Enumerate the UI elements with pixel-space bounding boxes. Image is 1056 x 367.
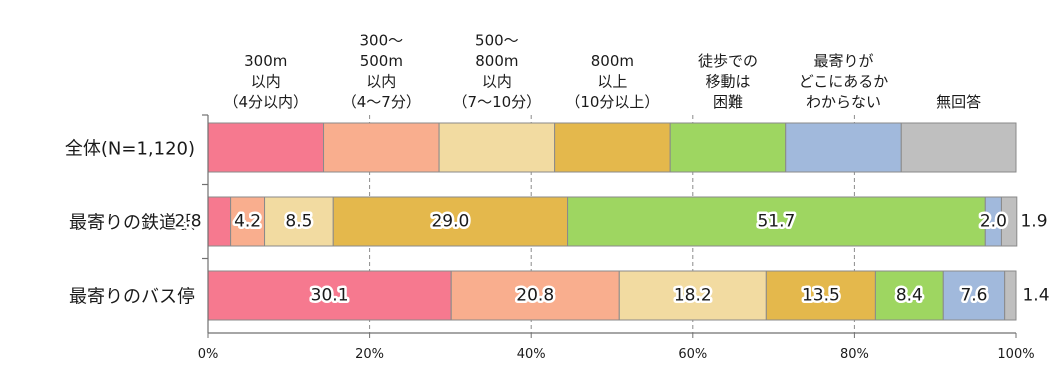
legend-item: 300m 以内 （4分以内） [223, 52, 308, 111]
bar-segment [264, 196, 334, 247]
data-label: 1.9 [1020, 212, 1047, 232]
data-label: 7.6 [960, 286, 987, 306]
legend-label: 困難 [713, 93, 743, 111]
bar-segment [942, 270, 1006, 321]
data-label: 30.1 [311, 286, 349, 306]
legend: 300m 以内 （4分以内） 300～ 500m 以内 （4～7分） 500～ 800m 以内 （7… [223, 32, 981, 112]
bar-segment [438, 122, 556, 173]
data-label: 2.0 [980, 212, 1007, 232]
x-tick-label: 40% [517, 347, 546, 362]
legend-label: 徒歩での [698, 52, 758, 70]
legend-label: 800m [475, 52, 518, 70]
legend-label: （4分以内） [223, 93, 308, 111]
legend-label: 500～ [475, 32, 519, 50]
legend-item: 800m 以上 （10分以上） [565, 52, 659, 111]
x-tick-label: 0% [198, 347, 219, 362]
legend-label: 無回答 [936, 93, 981, 111]
legend-label: （10分以上） [565, 93, 659, 111]
bar-segment [332, 196, 569, 247]
data-label: 2.8 [174, 212, 201, 232]
bar-segment [1000, 196, 1018, 247]
bar-segment [207, 196, 232, 247]
legend-label: （7～10分） [453, 93, 542, 111]
bar-segment [669, 122, 787, 173]
legend-item: 500～ 800m 以内 （7～10分） [453, 32, 542, 112]
data-label: 18.2 [674, 286, 712, 306]
data-label: 1.4 [1022, 286, 1049, 306]
legend-label: どこにあるか [799, 73, 889, 91]
legend-label: わからない [806, 93, 881, 111]
bar-segment [1004, 270, 1017, 321]
bar-segment [567, 196, 986, 247]
bar-segment [207, 270, 452, 321]
legend-label: 以内 [366, 73, 396, 91]
legend-label: 800m [591, 52, 634, 70]
bar-segment [874, 270, 944, 321]
bar-segment [618, 270, 767, 321]
legend-label: 移動は [705, 73, 750, 91]
bar-segment [765, 270, 876, 321]
legend-label: 500m [360, 52, 403, 70]
value-labels: 2.8 4.2 8.5 29.0 51.7 2.0 1.9 30.1 20.8 18.2 13.5 8… [172, 209, 1052, 308]
x-tick-label: 80% [840, 347, 869, 362]
data-label: 8.5 [285, 212, 312, 232]
legend-item: 300～ 500m 以内 （4～7分） [342, 32, 421, 112]
bar-segment [554, 122, 671, 173]
category-label: 最寄りのバス停 [69, 287, 195, 308]
data-label: 4.2 [234, 212, 261, 232]
legend-label: 300～ [359, 32, 403, 50]
category-label: 全体(N=1,120) [65, 139, 195, 160]
bar-segment [323, 122, 440, 173]
legend-label: 300m [244, 52, 287, 70]
legend-label: 以内 [482, 73, 512, 91]
legend-item: 無回答 [936, 93, 981, 111]
data-label: 29.0 [431, 212, 469, 232]
x-tick-label: 20% [355, 347, 384, 362]
legend-label: 以上 [597, 73, 627, 91]
legend-label: 最寄りが [813, 52, 873, 70]
data-label: 8.4 [896, 286, 923, 306]
data-label: 20.8 [516, 286, 554, 306]
bars [207, 122, 1018, 321]
x-axis: 0% 20% 40% 60% 80% 100% [198, 114, 1035, 362]
legend-label: （4～7分） [342, 93, 421, 111]
legend-label: 以内 [251, 73, 281, 91]
x-tick-label: 60% [678, 347, 707, 362]
bar-segment [230, 196, 266, 247]
x-tick-label: 100% [997, 347, 1034, 362]
category-label: 最寄りの鉄道駅 [69, 213, 195, 234]
data-label: 13.5 [802, 286, 840, 306]
bar-segment [900, 122, 1017, 173]
bar-segment [450, 270, 620, 321]
bar-segment [785, 122, 902, 173]
bar-segment [207, 122, 325, 173]
data-label: 51.7 [757, 212, 795, 232]
